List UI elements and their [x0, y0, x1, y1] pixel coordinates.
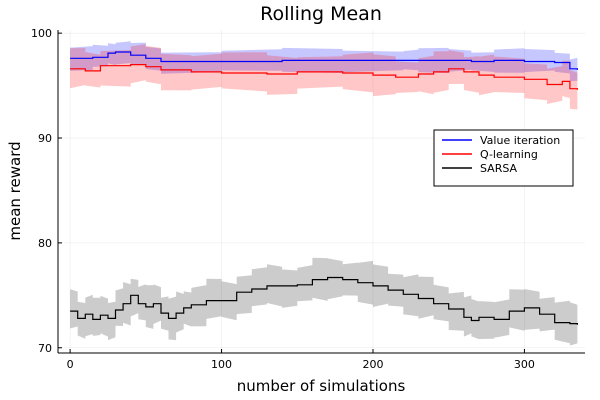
y-axis-label: mean reward	[6, 141, 24, 240]
x-tick-label: 100	[211, 358, 232, 371]
x-tick-label: 200	[362, 358, 383, 371]
x-axis-label: number of simulations	[237, 377, 406, 395]
confidence-bands	[70, 41, 578, 346]
series-line	[70, 51, 578, 70]
x-tick-label: 0	[67, 358, 74, 371]
legend-entry: SARSA	[480, 162, 518, 175]
legend-entry: Q-learning	[480, 148, 538, 161]
y-tick-label: 70	[38, 342, 52, 355]
x-tick-label: 300	[514, 358, 535, 371]
y-tick-label: 100	[31, 27, 52, 40]
grid	[58, 30, 585, 353]
chart-title: Rolling Mean	[260, 3, 382, 25]
y-tick-label: 90	[38, 132, 52, 145]
series-line	[70, 276, 578, 325]
legend-entry: Value iteration	[480, 134, 560, 147]
series-line	[70, 63, 578, 90]
series-band	[70, 257, 578, 346]
y-tick-label: 80	[38, 237, 52, 250]
axes: 0 100 200 300 70 80 90 100	[31, 27, 585, 371]
series-lines	[70, 51, 578, 325]
